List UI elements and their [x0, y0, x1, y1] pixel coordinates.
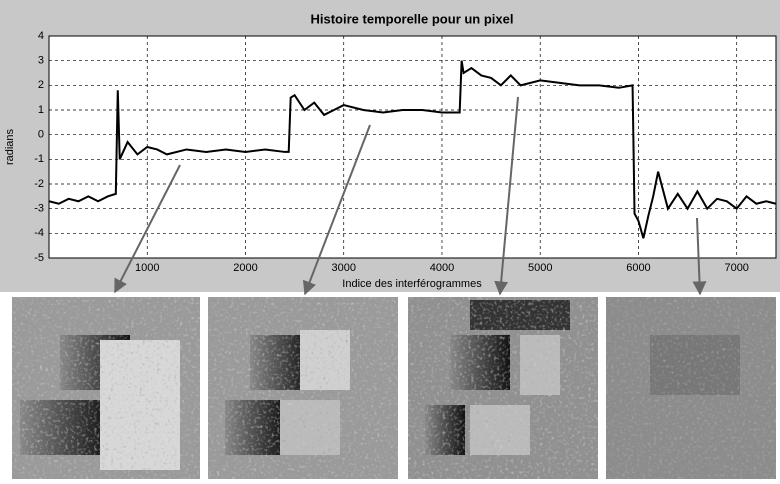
x-tick-label: 4000 [430, 262, 454, 274]
thumbnails [12, 297, 776, 479]
plot-frame [48, 35, 777, 259]
y-tick-label: -2 [34, 178, 44, 190]
arrow [494, 96, 519, 296]
y-tick-label: 3 [38, 55, 44, 67]
thumbnail [208, 297, 398, 479]
y-tick-label: 0 [38, 129, 44, 141]
y-tick-label: -1 [34, 153, 44, 165]
arrows [114, 96, 707, 296]
data-line [48, 60, 777, 239]
y-tick-label: 4 [38, 30, 44, 42]
x-tick-label: 6000 [626, 262, 650, 274]
x-tick-label: 3000 [331, 262, 355, 274]
y-tick-label: -3 [34, 203, 44, 215]
x-tick-label: 7000 [724, 262, 748, 274]
arrow [302, 124, 371, 296]
y-tick-label: 1 [38, 104, 44, 116]
x-axis-label: Indice des interférogrammes [342, 278, 482, 290]
y-tick-label: -4 [34, 227, 44, 239]
arrow [114, 164, 181, 294]
thumbnail [408, 297, 598, 479]
chart-title: Histoire temporelle pour un pixel [311, 11, 514, 26]
y-axis-label: radians [4, 128, 16, 165]
plot-area [49, 36, 776, 258]
y-tick-label: 2 [38, 79, 44, 91]
thumbnail [12, 297, 200, 479]
arrow [692, 217, 707, 296]
x-tick-label: 5000 [528, 262, 552, 274]
y-tick-label: -5 [34, 252, 44, 264]
thumbnail [606, 297, 776, 479]
x-tick-label: 2000 [233, 262, 257, 274]
x-tick-label: 1000 [135, 262, 159, 274]
